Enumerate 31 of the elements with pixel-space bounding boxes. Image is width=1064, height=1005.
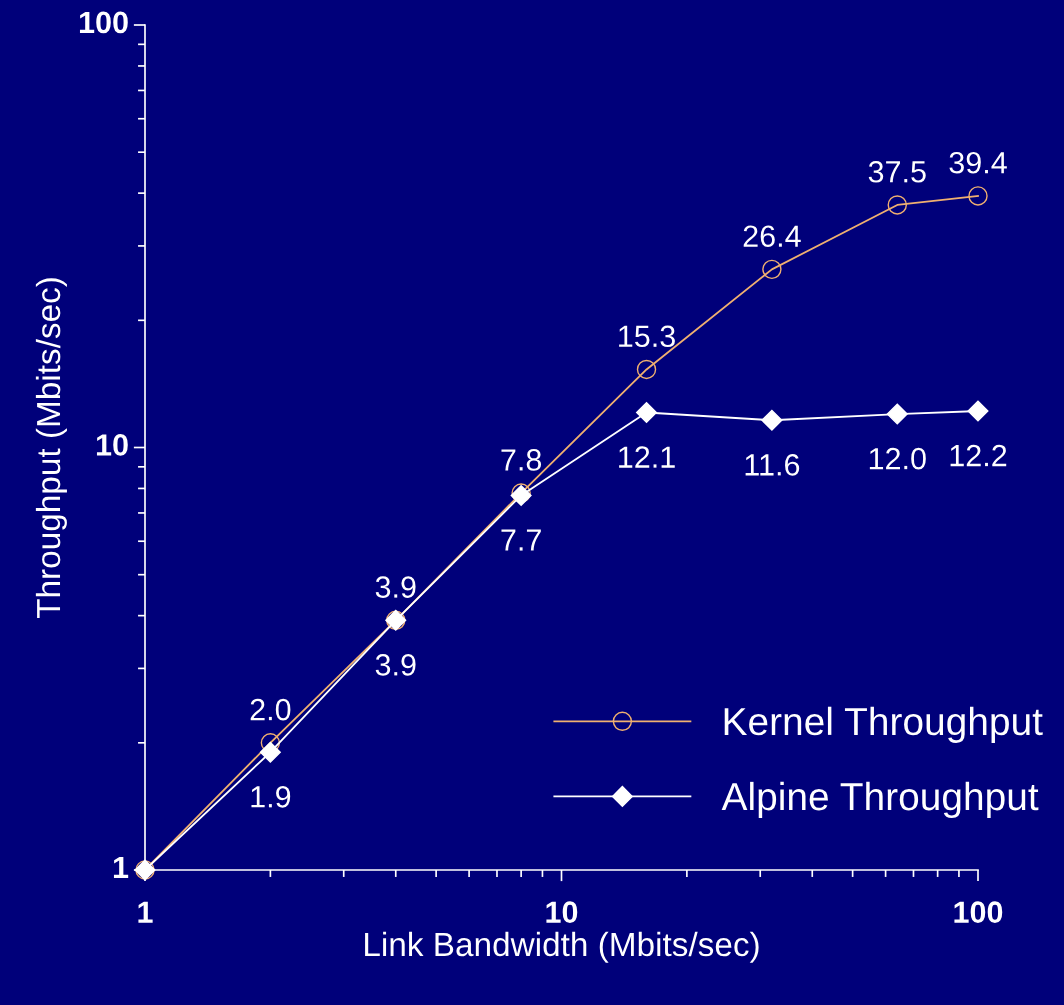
- data-label: 12.1: [619, 446, 675, 468]
- data-label: 7.8: [501, 449, 542, 471]
- x-axis-title: Link Bandwidth (Mbits/sec): [365, 931, 759, 963]
- y-axis-title: Throughput (Mbits/sec): [35, 278, 67, 619]
- point: [887, 195, 907, 215]
- data-label: 1.9: [251, 786, 291, 808]
- data-label: 26.4: [743, 225, 801, 248]
- data-label: 7.7: [501, 529, 541, 551]
- point: [761, 409, 783, 431]
- x-tick-label: 100: [954, 901, 1003, 923]
- point: [635, 402, 658, 424]
- point: [762, 259, 782, 280]
- data-label: 37.5: [868, 160, 926, 183]
- y-tick-label: 1: [113, 856, 129, 878]
- data-label: 2.0: [250, 698, 291, 721]
- point: [259, 741, 281, 763]
- data-label: 3.9: [375, 576, 416, 598]
- data-label: 12.2: [950, 444, 1007, 467]
- point: [886, 403, 908, 425]
- data-label: 39.4: [949, 151, 1007, 174]
- x-tick-label: 10: [546, 901, 578, 923]
- data-label: 12.0: [869, 447, 926, 470]
- data-label: 15.3: [619, 325, 675, 348]
- legend-label: Kernel Throughput: [724, 706, 1043, 743]
- data-label: 11.6: [745, 454, 800, 476]
- data-label: 3.9: [375, 654, 416, 676]
- point: [636, 359, 657, 380]
- x-tick-label: 1: [138, 901, 153, 923]
- y-tick-label: 100: [79, 11, 128, 34]
- y-tick-label: 10: [96, 434, 128, 456]
- legend-label: Alpine Throughput: [721, 781, 1039, 819]
